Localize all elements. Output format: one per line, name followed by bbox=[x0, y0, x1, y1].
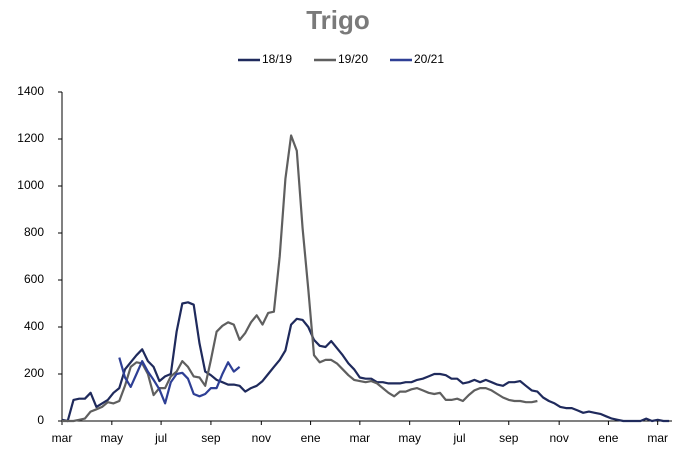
line bbox=[118, 357, 241, 405]
x-tick-label: nov bbox=[549, 431, 568, 445]
x-tick-label: nov bbox=[252, 431, 271, 445]
x-tick-label: ene bbox=[598, 431, 618, 445]
y-tick-label: 600 bbox=[24, 272, 44, 286]
chart-title: Trigo bbox=[306, 5, 370, 35]
y-tick-label: 1400 bbox=[17, 84, 44, 98]
x-tick-label: sep bbox=[499, 431, 519, 445]
x-tick-label: mar bbox=[647, 431, 668, 445]
legend-label: 19/20 bbox=[338, 52, 368, 66]
x-tick-label: may bbox=[398, 431, 421, 445]
y-tick-label: 1200 bbox=[17, 131, 44, 145]
legend-label: 20/21 bbox=[414, 52, 444, 66]
y-tick-label: 800 bbox=[24, 225, 44, 239]
line bbox=[62, 134, 538, 423]
y-tick-label: 1000 bbox=[17, 178, 44, 192]
x-tick-label: mar bbox=[350, 431, 371, 445]
x-tick-label: ene bbox=[301, 431, 321, 445]
x-tick-label: sep bbox=[201, 431, 221, 445]
y-tick-label: 0 bbox=[37, 413, 44, 427]
x-tick-label: jul bbox=[154, 431, 167, 445]
x-tick-label: may bbox=[100, 431, 123, 445]
line bbox=[61, 301, 670, 423]
y-tick-label: 200 bbox=[24, 366, 44, 380]
y-tick-label: 400 bbox=[24, 319, 44, 333]
x-tick-label: jul bbox=[452, 431, 465, 445]
legend-label: 18/19 bbox=[262, 52, 292, 66]
x-tick-label: mar bbox=[52, 431, 73, 445]
